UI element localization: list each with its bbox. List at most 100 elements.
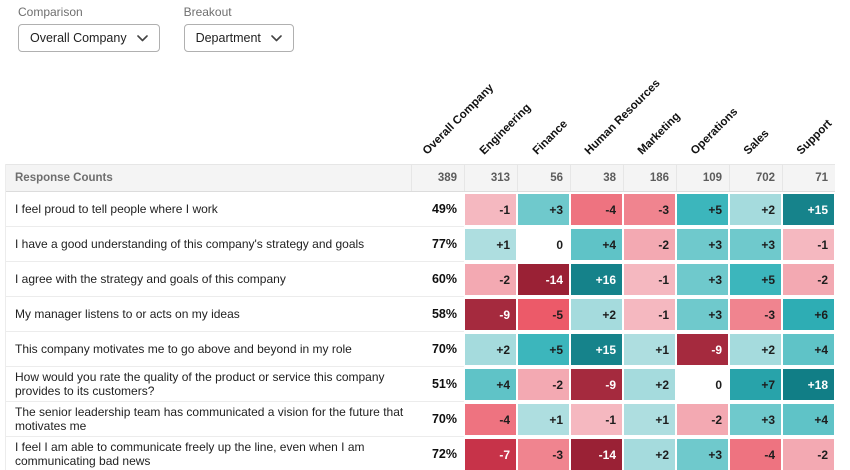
heatmap-cell-human-resources: +16 bbox=[571, 264, 622, 295]
column-headers: Overall Company Engineering Finance Human R… bbox=[0, 0, 850, 163]
heatmap-cell-finance: +3 bbox=[518, 194, 569, 225]
heatmap-cell-support: +6 bbox=[783, 299, 834, 330]
heatmap-table: Response Counts 389 313 56 38 186 109 702 71 I … bbox=[5, 164, 835, 470]
heatmap-cell-support: +15 bbox=[783, 194, 834, 225]
heatmap-cell-finance: 0 bbox=[518, 229, 569, 260]
column-header-support: Support bbox=[794, 117, 835, 158]
table-row: The senior leadership team has communica… bbox=[6, 402, 835, 437]
column-header-operations: Operations bbox=[688, 105, 741, 158]
heatmap-cell-human-resources: -9 bbox=[571, 369, 622, 400]
heatmap-cell-sales: -3 bbox=[730, 299, 781, 330]
question-cell: I have a good understanding of this comp… bbox=[6, 227, 411, 262]
question-cell: This company motivates me to go above an… bbox=[6, 332, 411, 367]
heatmap-cell-engineering: -1 bbox=[465, 194, 516, 225]
response-count-cell: 702 bbox=[729, 165, 782, 191]
response-count-cell: 186 bbox=[623, 165, 676, 191]
heatmap-cell-operations: +3 bbox=[677, 264, 728, 295]
column-header-sales: Sales bbox=[741, 127, 772, 158]
question-cell: I agree with the strategy and goals of t… bbox=[6, 262, 411, 297]
heatmap-cell-sales: -4 bbox=[730, 439, 781, 470]
overall-percent-cell: 70% bbox=[411, 402, 464, 437]
column-header-marketing: Marketing bbox=[635, 110, 683, 158]
heatmap-cell-operations: +3 bbox=[677, 299, 728, 330]
heatmap-cell-human-resources: +2 bbox=[571, 299, 622, 330]
heatmap-cell-support: +4 bbox=[783, 334, 834, 365]
heatmap-cell-marketing: +2 bbox=[624, 369, 675, 400]
comparison-control: Comparison Overall Company bbox=[18, 5, 160, 52]
heatmap-cell-finance: -3 bbox=[518, 439, 569, 470]
comparison-label: Comparison bbox=[18, 5, 83, 19]
comparison-dropdown[interactable]: Overall Company bbox=[18, 24, 160, 52]
heatmap-cell-support: -2 bbox=[783, 264, 834, 295]
heatmap-cell-marketing: -2 bbox=[624, 229, 675, 260]
overall-percent-cell: 49% bbox=[411, 192, 464, 227]
question-cell: My manager listens to or acts on my idea… bbox=[6, 297, 411, 332]
heatmap-cell-operations: 0 bbox=[677, 369, 728, 400]
response-count-cell: 389 bbox=[411, 165, 464, 191]
heatmap-cell-human-resources: -4 bbox=[571, 194, 622, 225]
heatmap-cell-engineering: -7 bbox=[465, 439, 516, 470]
response-counts-label: Response Counts bbox=[15, 172, 113, 184]
question-cell: I feel I am able to communicate freely u… bbox=[6, 437, 411, 470]
overall-percent-cell: 70% bbox=[411, 332, 464, 367]
heatmap-cell-finance: -14 bbox=[518, 264, 569, 295]
response-count-cell: 71 bbox=[782, 165, 835, 191]
heatmap-cell-marketing: -1 bbox=[624, 264, 675, 295]
heatmap-cell-support: +18 bbox=[783, 369, 834, 400]
heatmap-cell-engineering: +4 bbox=[465, 369, 516, 400]
heatmap-cell-engineering: -4 bbox=[465, 404, 516, 435]
overall-percent-cell: 60% bbox=[411, 262, 464, 297]
table-row: How would you rate the quality of the pr… bbox=[6, 367, 835, 402]
heatmap-cell-finance: -5 bbox=[518, 299, 569, 330]
response-count-cell: 56 bbox=[517, 165, 570, 191]
question-cell: The senior leadership team has communica… bbox=[6, 402, 411, 437]
heatmap-cell-engineering: -2 bbox=[465, 264, 516, 295]
comparison-dropdown-value: Overall Company bbox=[30, 31, 127, 45]
question-cell: I feel proud to tell people where I work bbox=[6, 192, 411, 227]
column-header-finance: Finance bbox=[530, 118, 571, 158]
overall-percent-cell: 51% bbox=[411, 367, 464, 402]
heatmap-rows: I feel proud to tell people where I work… bbox=[6, 192, 835, 470]
heatmap-cell-sales: +2 bbox=[730, 194, 781, 225]
heatmap-cell-support: -2 bbox=[783, 439, 834, 470]
heatmap-cell-finance: -2 bbox=[518, 369, 569, 400]
chevron-down-icon bbox=[136, 34, 148, 42]
heatmap-cell-human-resources: +15 bbox=[571, 334, 622, 365]
chevron-down-icon bbox=[271, 34, 282, 42]
heatmap-cell-finance: +1 bbox=[518, 404, 569, 435]
heatmap-cell-marketing: +2 bbox=[624, 439, 675, 470]
heatmap-cell-support: +4 bbox=[783, 404, 834, 435]
table-row: I have a good understanding of this comp… bbox=[6, 227, 835, 262]
heatmap-cell-engineering: +2 bbox=[465, 334, 516, 365]
heatmap-cell-sales: +3 bbox=[730, 229, 781, 260]
table-row: This company motivates me to go above an… bbox=[6, 332, 835, 367]
heatmap-cell-sales: +7 bbox=[730, 369, 781, 400]
heatmap-cell-operations: -2 bbox=[677, 404, 728, 435]
heatmap-cell-operations: +3 bbox=[677, 439, 728, 470]
table-row: I feel I am able to communicate freely u… bbox=[6, 437, 835, 470]
heatmap-cell-human-resources: -14 bbox=[571, 439, 622, 470]
table-row: I feel proud to tell people where I work… bbox=[6, 192, 835, 227]
controls-bar: Comparison Overall Company Breakout Depa… bbox=[18, 5, 294, 52]
column-header-engineering: Engineering bbox=[477, 101, 534, 158]
heatmap-cell-engineering: -9 bbox=[465, 299, 516, 330]
heatmap-cell-human-resources: +4 bbox=[571, 229, 622, 260]
response-counts-row: Response Counts 389 313 56 38 186 109 702 71 bbox=[6, 164, 835, 192]
heatmap-cell-sales: +2 bbox=[730, 334, 781, 365]
heatmap-cell-marketing: -1 bbox=[624, 299, 675, 330]
overall-percent-cell: 72% bbox=[411, 437, 464, 470]
response-count-cell: 38 bbox=[570, 165, 623, 191]
question-cell: How would you rate the quality of the pr… bbox=[6, 367, 411, 402]
breakout-dropdown-value: Department bbox=[195, 31, 261, 45]
heatmap-cell-marketing: -3 bbox=[624, 194, 675, 225]
heatmap-cell-finance: +5 bbox=[518, 334, 569, 365]
breakout-control: Breakout Department bbox=[183, 5, 294, 52]
overall-percent-cell: 77% bbox=[411, 227, 464, 262]
overall-percent-cell: 58% bbox=[411, 297, 464, 332]
heatmap-cell-marketing: +1 bbox=[624, 404, 675, 435]
breakout-dropdown[interactable]: Department bbox=[183, 24, 294, 52]
breakout-label: Breakout bbox=[183, 5, 232, 19]
heatmap-cell-operations: +3 bbox=[677, 229, 728, 260]
heatmap-cell-operations: -9 bbox=[677, 334, 728, 365]
